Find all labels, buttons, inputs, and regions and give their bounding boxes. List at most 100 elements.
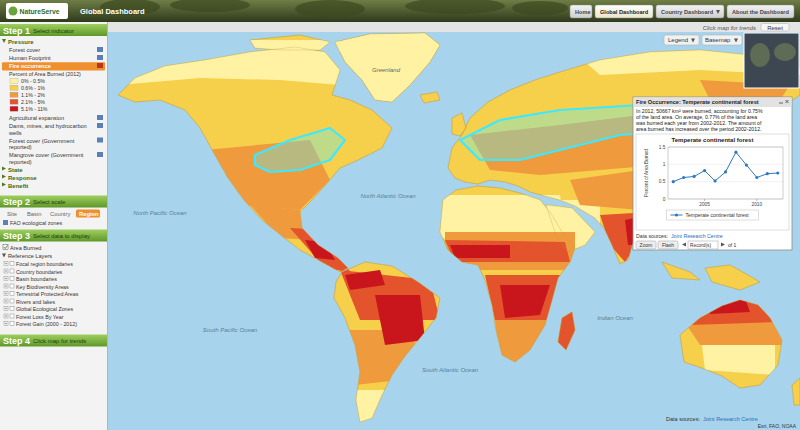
checkbox[interactable] bbox=[10, 262, 14, 266]
popup-text: In 2012, 50667 km² were burned, accounti… bbox=[636, 108, 763, 132]
scale-option[interactable] bbox=[76, 210, 100, 218]
fire-zone bbox=[445, 240, 570, 262]
reference-layer: Basin boundaries bbox=[16, 276, 57, 282]
expand-plus bbox=[5, 277, 7, 279]
arrow-icon bbox=[691, 39, 695, 43]
expand-icon bbox=[4, 292, 8, 296]
x-tick bbox=[704, 199, 705, 201]
chart-legend-box bbox=[667, 210, 759, 220]
expand-plus bbox=[5, 307, 7, 309]
indicator-icon bbox=[97, 138, 103, 143]
indicator-icon bbox=[97, 152, 103, 157]
trend-popup: Fire Occurrence: Temperate continental f… bbox=[633, 97, 792, 250]
map-label: Indian Ocean bbox=[597, 315, 633, 321]
expand-icon bbox=[4, 322, 8, 326]
reference-layer: Global Ecological Zones bbox=[16, 306, 73, 312]
indicator-item[interactable]: Fire occurrence bbox=[9, 63, 51, 69]
indicator-item[interactable]: Dams, mines, and hydrocarbonwells bbox=[8, 123, 87, 136]
nav-tab[interactable] bbox=[656, 5, 724, 18]
legend-label: 0.6% - 1% bbox=[21, 85, 45, 91]
checkbox[interactable] bbox=[10, 292, 14, 296]
indicator-group[interactable]: Benefit bbox=[8, 183, 28, 189]
reset-button[interactable] bbox=[761, 24, 789, 32]
land-shape bbox=[792, 378, 800, 405]
indicator-group[interactable]: State bbox=[8, 167, 23, 173]
nav-label: Home bbox=[575, 9, 591, 15]
data-point bbox=[703, 169, 706, 172]
expand-plus bbox=[5, 322, 7, 324]
scale-option[interactable] bbox=[47, 210, 74, 218]
coastline bbox=[335, 33, 440, 102]
indicator-group[interactable]: Pressure bbox=[8, 39, 34, 45]
coastline bbox=[792, 378, 800, 405]
land-shape bbox=[662, 262, 700, 280]
arrow-icon bbox=[2, 254, 6, 258]
map: GreenlandNorth Pacific OceanNorth Atlant… bbox=[108, 32, 800, 430]
close-icon[interactable] bbox=[786, 100, 789, 103]
reference-layer: Terrestrial Protected Areas bbox=[16, 291, 79, 297]
checkbox[interactable] bbox=[10, 314, 14, 318]
checkbox[interactable] bbox=[3, 245, 8, 250]
checkbox[interactable] bbox=[10, 307, 14, 311]
step-title: Click map for trends bbox=[33, 338, 86, 344]
legend-label: 5.1% - 11% bbox=[21, 106, 48, 112]
reference-layer: Forest Gain (2000 - 2012) bbox=[16, 321, 77, 327]
prev-record bbox=[682, 243, 686, 247]
popup-button[interactable] bbox=[658, 241, 678, 249]
expand-icon bbox=[4, 299, 8, 303]
header-tree bbox=[170, 0, 250, 12]
ocean bbox=[108, 32, 800, 430]
chart-box bbox=[636, 134, 789, 230]
popup-button[interactable] bbox=[636, 241, 656, 249]
indicator-item[interactable]: Mangrove cover (Governmentreported) bbox=[9, 152, 84, 165]
checkbox[interactable] bbox=[10, 269, 14, 273]
step-title: Select data to display bbox=[33, 233, 90, 239]
x-tick bbox=[756, 199, 757, 201]
chart-title: Temperate continental forest bbox=[672, 137, 754, 143]
data-point bbox=[766, 172, 769, 175]
checkbox[interactable] bbox=[10, 284, 14, 288]
fire-zone bbox=[290, 228, 350, 272]
expand-plus bbox=[5, 262, 7, 264]
basemap-button-label: Basemap bbox=[705, 37, 731, 43]
indicator-item[interactable]: Forest cover (Governmentreported) bbox=[9, 138, 75, 151]
expand-icon bbox=[4, 262, 8, 266]
nav-tab[interactable] bbox=[570, 5, 592, 18]
expand-plus bbox=[5, 292, 7, 294]
legend-marker bbox=[675, 213, 678, 216]
legend-button[interactable] bbox=[664, 35, 699, 45]
fire-zones bbox=[118, 33, 800, 425]
checkbox[interactable] bbox=[10, 322, 14, 326]
popup-sources-link[interactable]: Joint Research Centre bbox=[671, 233, 723, 239]
legend-label: 0% - 0.5% bbox=[21, 78, 45, 84]
step-label: Step 3 bbox=[3, 231, 30, 241]
nav-label: Country Dashboard bbox=[661, 9, 714, 15]
map-label: South Atlantic Ocean bbox=[422, 367, 479, 373]
reset-label: Reset bbox=[767, 25, 783, 31]
zones-icon bbox=[3, 220, 8, 225]
text-line: Forest cover bbox=[9, 47, 40, 53]
map-label: North Atlantic Ocean bbox=[360, 193, 416, 199]
scale-option[interactable] bbox=[4, 210, 22, 218]
scale-option[interactable] bbox=[24, 210, 45, 218]
indicator-group[interactable]: Response bbox=[8, 175, 37, 181]
nav-tab[interactable] bbox=[595, 5, 653, 18]
grid-line bbox=[668, 181, 783, 182]
data-sources-label: Data sources: bbox=[666, 416, 700, 422]
legend-label: 2.1% - 5% bbox=[21, 99, 45, 105]
data-sources-link[interactable]: Joint Research Centre bbox=[703, 416, 758, 422]
checkbox[interactable] bbox=[10, 299, 14, 303]
nav-tab[interactable] bbox=[727, 5, 794, 18]
coastline bbox=[440, 186, 575, 362]
indicator-item[interactable]: Agricultural expansion bbox=[9, 115, 64, 121]
logo-box bbox=[6, 3, 68, 19]
indicator-item[interactable]: Human Footprint bbox=[9, 55, 51, 61]
arrow-icon bbox=[716, 10, 720, 14]
basemap-button[interactable] bbox=[702, 35, 742, 45]
checkbox[interactable] bbox=[10, 277, 14, 281]
reference-layer: Focal region boundaries bbox=[16, 261, 73, 267]
plot-data bbox=[672, 151, 780, 184]
scale-option-label: Site bbox=[7, 211, 17, 217]
indicator-item[interactable]: Forest cover bbox=[9, 47, 40, 53]
land-shape bbox=[452, 113, 466, 136]
